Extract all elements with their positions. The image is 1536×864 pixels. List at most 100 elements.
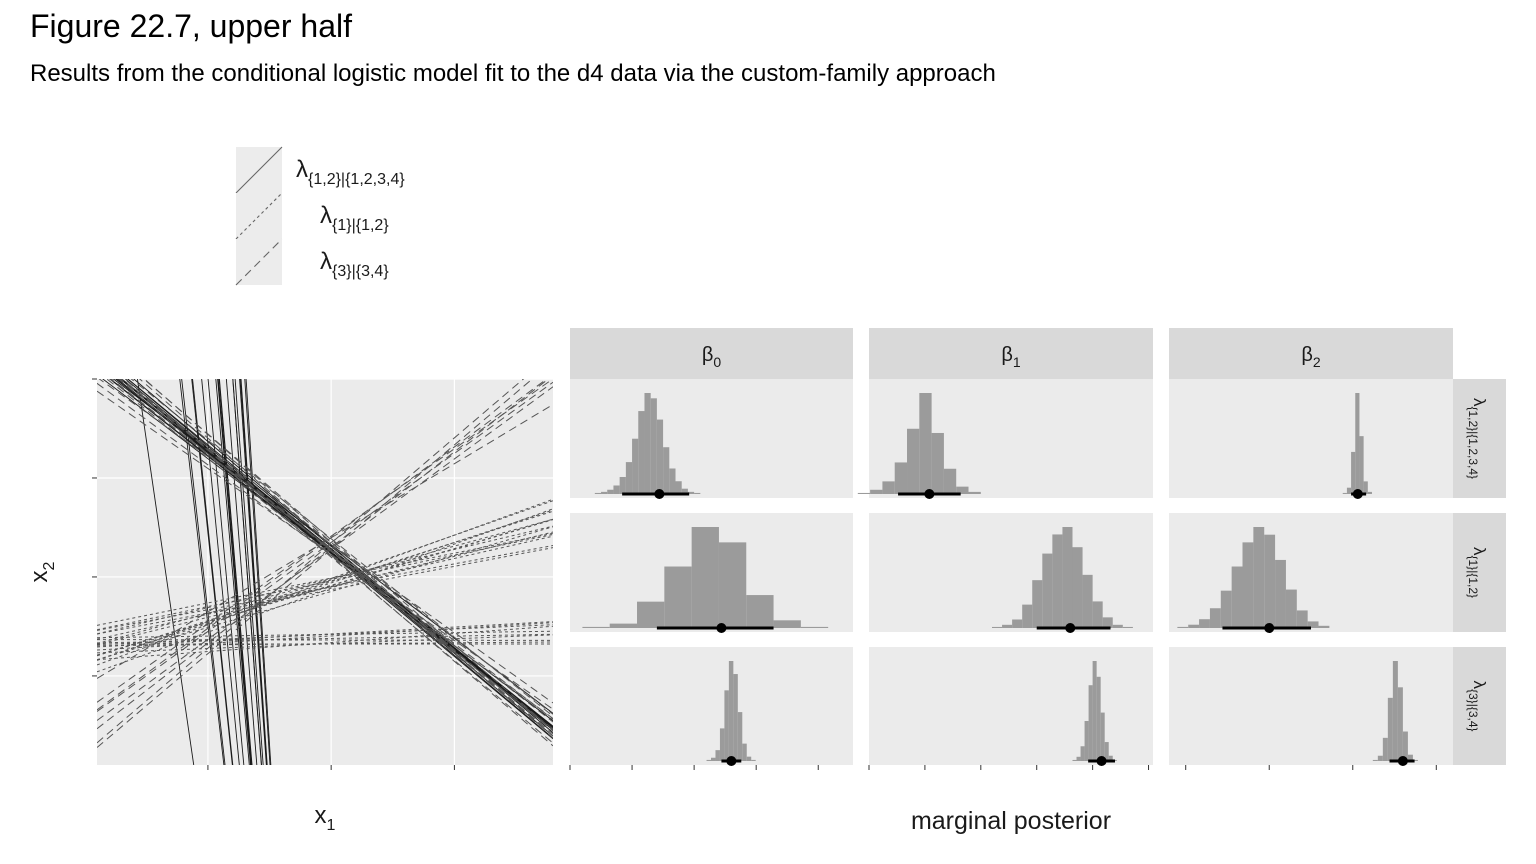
legend-line-solid <box>235 146 283 194</box>
histogram-bar <box>751 759 756 761</box>
histogram-bar <box>1407 754 1413 761</box>
histogram-bar <box>719 728 725 761</box>
histogram-bar <box>691 527 719 628</box>
boundary-line-solid <box>201 379 240 765</box>
boundary-line-solid <box>225 379 258 765</box>
histogram-bar <box>594 492 602 494</box>
histogram-bar <box>1209 608 1221 628</box>
posterior-mode-point <box>716 623 727 633</box>
histogram-bar <box>773 620 801 628</box>
histogram-bar <box>1188 624 1200 628</box>
boundary-line-dotted <box>97 624 553 646</box>
panel-background <box>1169 379 1453 498</box>
boundary-line-dashed <box>97 386 553 721</box>
histogram-bar <box>733 674 738 761</box>
histogram-bar <box>1307 621 1319 628</box>
histogram-bar <box>1382 737 1388 761</box>
posterior-mode-point <box>654 489 665 499</box>
histogram-bar <box>1242 542 1254 628</box>
histogram-bar <box>1032 580 1043 628</box>
legend-key <box>235 238 283 286</box>
legend: λ{1,2}|{1,2,3,4} λ{1}|{1,2} λ{3}|{3,4} <box>235 146 405 286</box>
boundary-line-dashed <box>120 379 553 732</box>
histogram-bar <box>609 623 638 628</box>
histogram-bar <box>1080 746 1085 761</box>
histogram-bar <box>715 750 720 761</box>
histogram-bar <box>1387 697 1393 761</box>
legend-label: λ{3}|{3,4} <box>320 248 389 280</box>
boundary-line-dashed <box>110 379 553 723</box>
boundary-line-solid <box>234 379 264 765</box>
facet-strip-label: β2 <box>1301 344 1321 370</box>
histogram-bar <box>1231 566 1243 628</box>
histogram-bar <box>857 492 871 494</box>
histogram-bar <box>1052 534 1063 628</box>
facet-strip-row-label: λ{1}|{1,2} <box>1466 547 1489 598</box>
histogram-bar <box>1220 590 1232 628</box>
histogram-panel <box>869 513 1153 633</box>
legend-key <box>235 192 283 240</box>
facet-strip-row-2 <box>1453 647 1506 765</box>
histogram-panel <box>1169 513 1453 633</box>
boundary-line-solid <box>244 379 271 765</box>
histogram-bar <box>1342 492 1347 494</box>
histogram-bar <box>956 486 969 494</box>
page-title: Figure 22.7, upper half <box>30 8 352 44</box>
histogram-bar <box>1275 559 1286 628</box>
boundary-line-dashed <box>139 379 553 739</box>
facet-strip-row-label: λ{3}|{3,4} <box>1466 680 1489 731</box>
histogram-bar <box>991 626 1003 628</box>
histogram-bar <box>737 712 743 761</box>
boundary-line-dashed <box>117 379 553 744</box>
posterior-mode-point <box>1065 623 1076 633</box>
histogram-bar <box>706 759 712 761</box>
histogram-bar <box>1377 755 1383 761</box>
boundary-line-dotted <box>97 545 553 631</box>
boundary-line-dashed <box>124 379 553 747</box>
histogram-bar <box>718 542 747 628</box>
histogram-bar <box>1096 676 1101 761</box>
histogram-bar <box>644 393 651 494</box>
boundary-line-dotted <box>97 509 553 661</box>
histogram-bar <box>1402 731 1408 761</box>
histogram-bar <box>613 485 620 494</box>
histogram-bar <box>1042 553 1053 628</box>
facet-strip-row-0 <box>1453 379 1506 498</box>
boundary-line-dashed <box>97 381 553 712</box>
histogram-bar <box>656 419 664 494</box>
histogram-bar <box>943 468 957 494</box>
histogram-bar <box>1062 527 1073 628</box>
histogram-bar <box>1104 742 1109 761</box>
histogram-bar <box>638 411 645 494</box>
x-axis-label: x1 <box>315 802 336 834</box>
posterior-mode-point <box>1264 623 1275 633</box>
boundary-line-solid <box>232 379 262 765</box>
histogram-bar <box>968 491 981 494</box>
legend-label: λ{1}|{1,2} <box>320 202 389 234</box>
histogram-bar <box>894 462 908 494</box>
histogram-panel <box>570 379 853 499</box>
histogram-panel <box>869 647 1153 766</box>
boundary-line-dotted <box>97 633 553 644</box>
histogram-bar <box>1088 685 1093 761</box>
histogram-bar <box>711 757 716 761</box>
boundary-line-dashed <box>97 379 550 730</box>
panel-background <box>1169 647 1453 765</box>
histogram-bar <box>607 489 614 494</box>
histogram-bar <box>637 601 665 628</box>
histogram-bar <box>650 398 657 494</box>
boundary-line-dashed <box>97 379 548 711</box>
panel-background <box>869 513 1153 632</box>
histogram-bar <box>1318 625 1330 628</box>
posterior-mode-point <box>1096 756 1107 766</box>
scatter-plot: x1 x2 <box>26 378 553 834</box>
histogram-bar <box>1100 712 1105 761</box>
boundary-line-dashed <box>119 379 553 715</box>
panel-background <box>570 647 853 765</box>
histogram-bar <box>694 492 701 494</box>
histogram-bar <box>1102 617 1113 628</box>
histogram-bar <box>800 626 829 628</box>
boundary-line-dashed <box>97 404 553 679</box>
scatter-marks <box>97 379 553 765</box>
